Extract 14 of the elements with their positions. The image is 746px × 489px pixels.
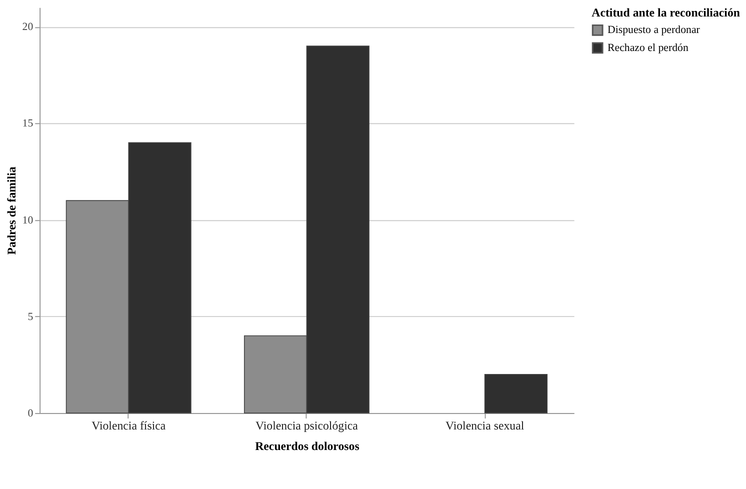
y-tick-label: 15 <box>22 118 34 130</box>
legend-label: Rechazo el perdón <box>607 42 689 54</box>
y-tick-label: 10 <box>22 214 34 226</box>
x-tick-label: Violencia psicológica <box>256 418 359 432</box>
legend-title: Actitud ante la reconciliación <box>592 5 740 20</box>
x-tick-label: Violencia sexual <box>445 418 525 432</box>
y-axis-title: Padres de familia <box>4 166 18 255</box>
legend-label: Dispuesto a perdonar <box>607 24 700 36</box>
y-tick-label: 0 <box>28 407 34 420</box>
x-axis-title: Recuerdos dolorosos <box>255 439 360 454</box>
y-tick-label: 20 <box>22 21 34 34</box>
bar <box>484 374 548 414</box>
x-tick-label: Violencia física <box>92 418 166 432</box>
y-tick-label: 5 <box>28 310 34 323</box>
